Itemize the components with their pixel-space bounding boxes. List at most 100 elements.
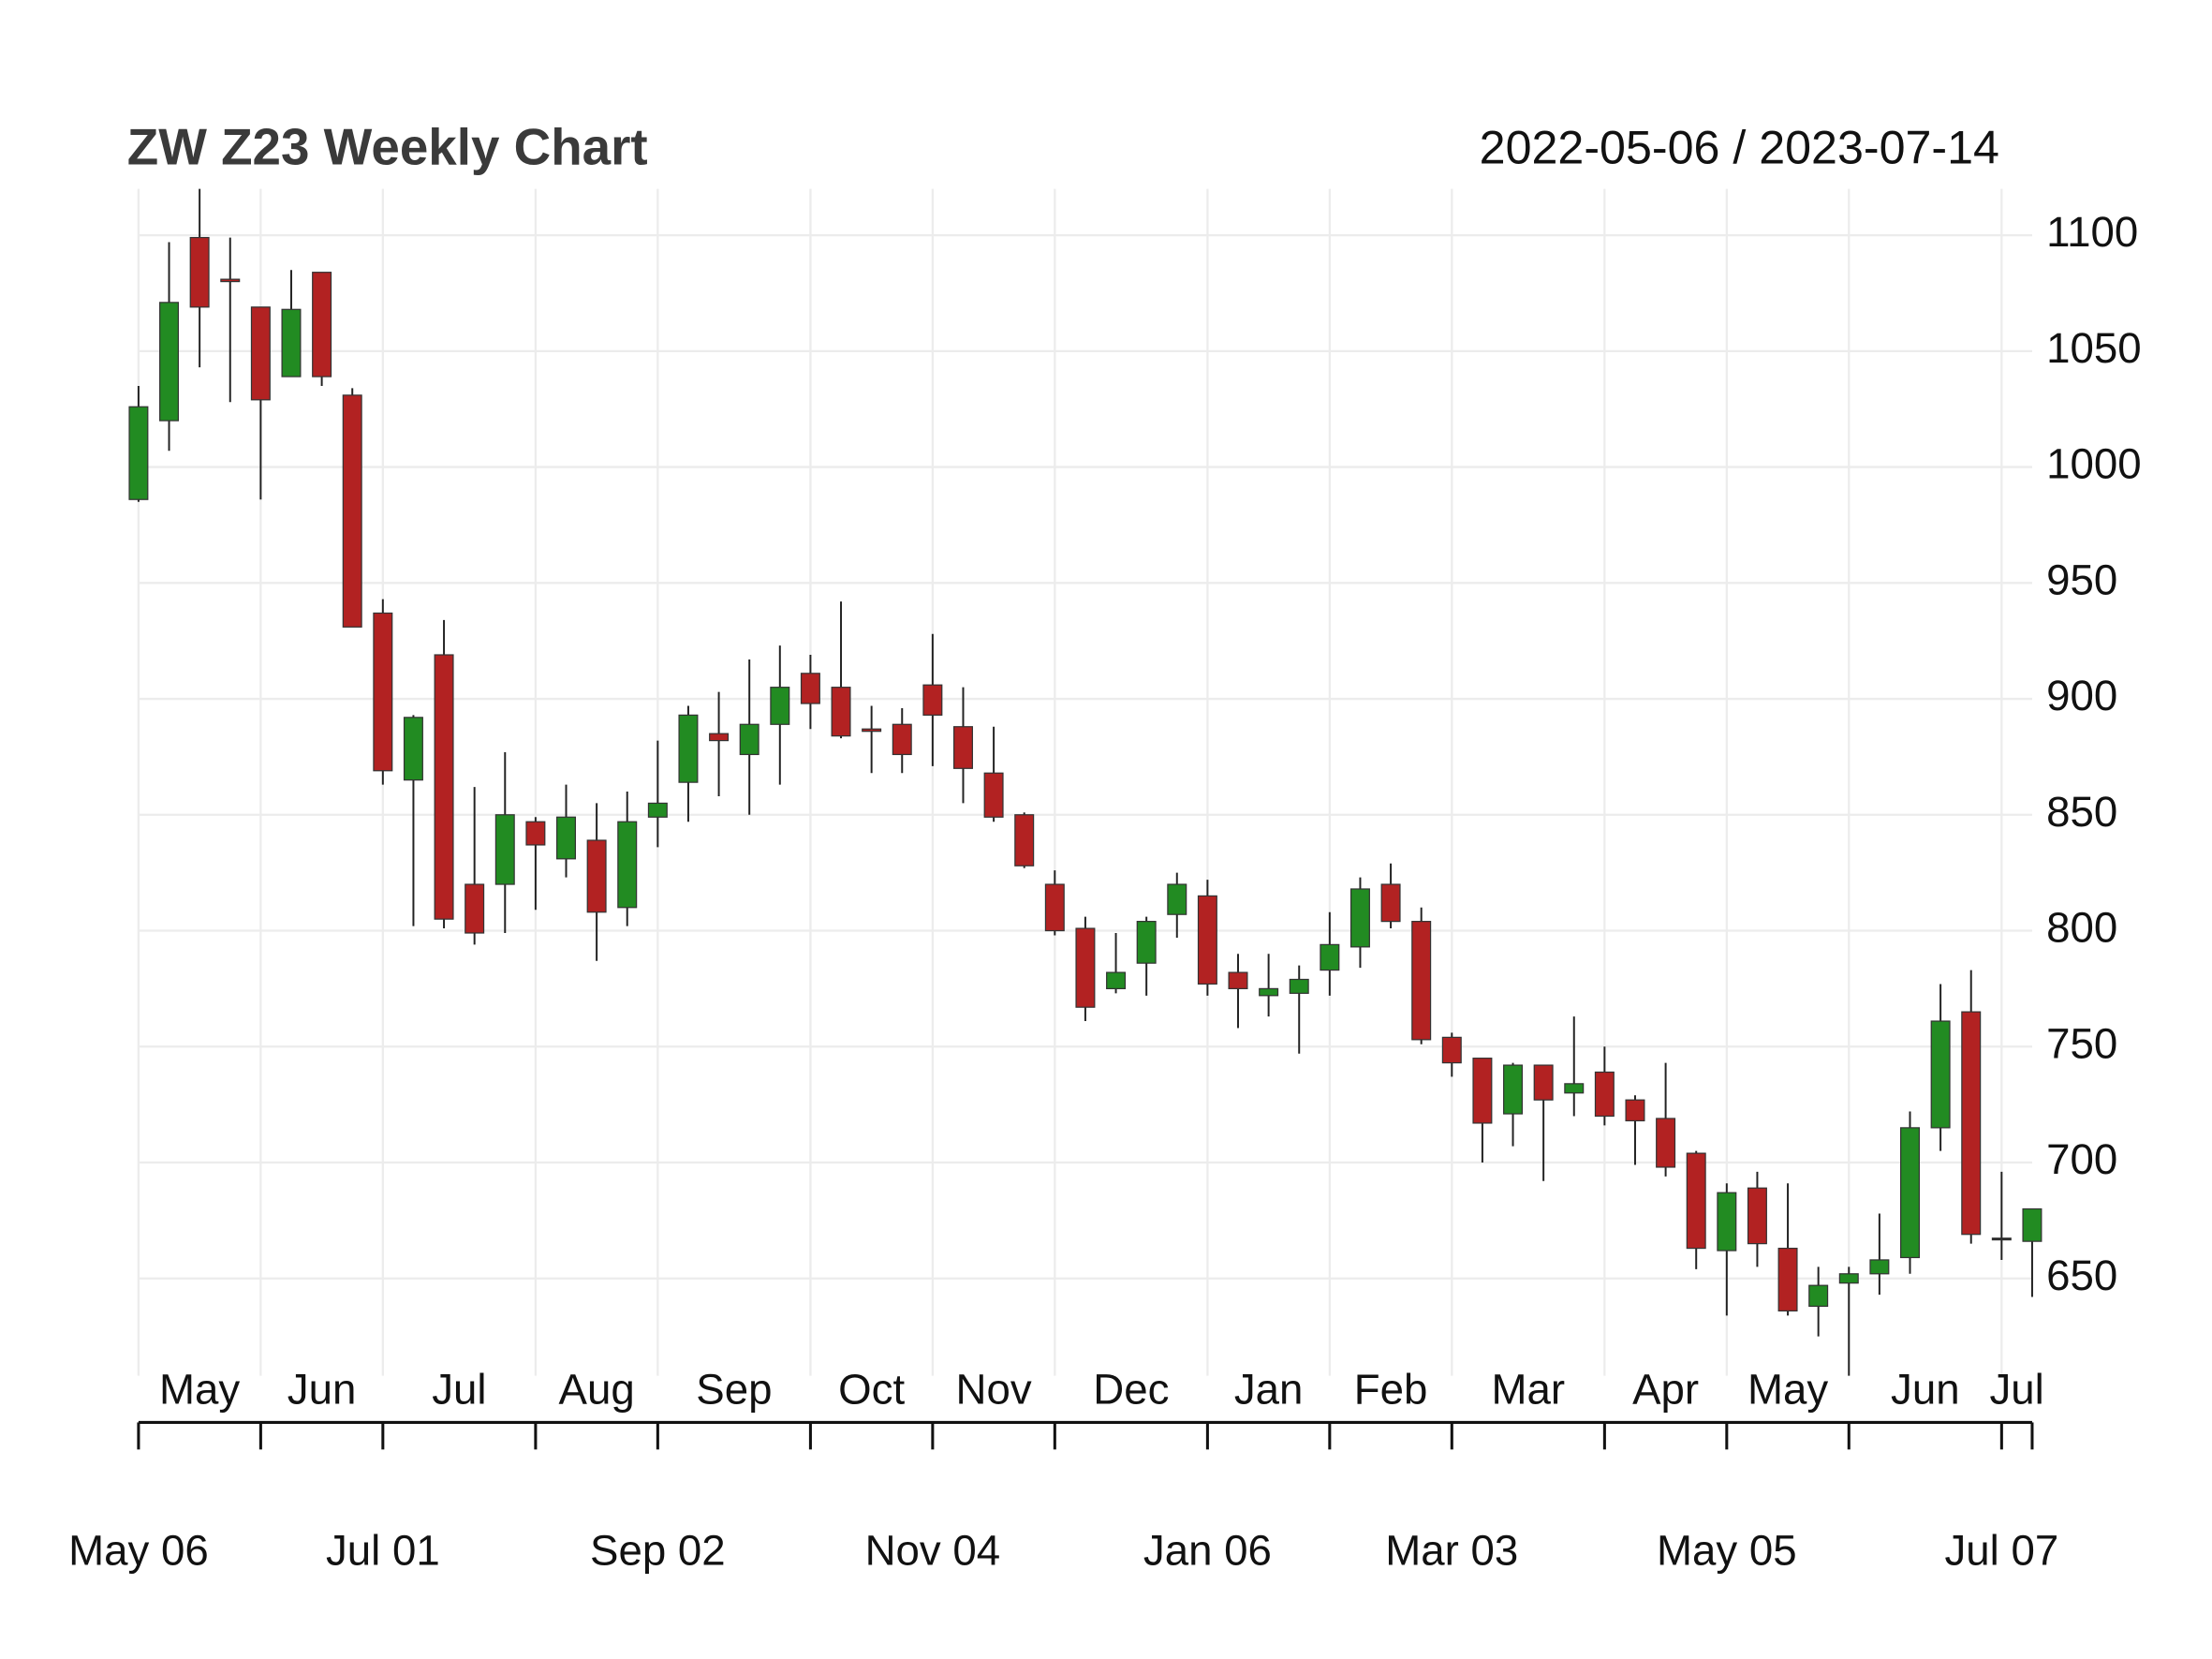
- candle-body: [342, 394, 362, 628]
- candle-body: [586, 839, 607, 913]
- candle-body: [1717, 1192, 1737, 1252]
- candle-body: [220, 278, 241, 283]
- candle-body: [1594, 1071, 1615, 1118]
- candle-body: [922, 684, 943, 716]
- candle-body: [1747, 1187, 1767, 1245]
- candle-body: [1503, 1064, 1524, 1115]
- candle-body: [709, 733, 730, 742]
- candle-body: [678, 714, 699, 783]
- candle-body: [465, 883, 485, 934]
- x-month-label: Apr: [1632, 1366, 1699, 1414]
- candle-body: [312, 272, 332, 378]
- x-tick-label: Nov 04: [865, 1526, 1001, 1574]
- y-tick-label: 1000: [2046, 440, 2142, 488]
- candle-body: [892, 723, 912, 756]
- candle-body: [739, 723, 759, 756]
- y-tick-label: 1050: [2046, 324, 2142, 372]
- candle-body: [403, 717, 423, 781]
- candle-body: [1044, 883, 1065, 932]
- candle-body: [434, 654, 454, 920]
- candle-body: [373, 612, 393, 772]
- candle-body: [800, 673, 820, 704]
- y-tick-label: 800: [2046, 904, 2117, 952]
- x-month-label: May: [1747, 1366, 1828, 1414]
- x-month-label: May: [159, 1366, 240, 1414]
- chart-title: ZW Z23 Weekly Chart: [127, 118, 648, 176]
- y-tick-label: 700: [2046, 1135, 2117, 1183]
- candle-body: [1411, 921, 1432, 1041]
- candle-body: [1808, 1284, 1829, 1308]
- x-tick-label: May 06: [68, 1526, 209, 1574]
- x-month-label: Oct: [838, 1366, 905, 1414]
- candle-body: [1075, 927, 1096, 1008]
- x-month-label: Jul: [432, 1366, 486, 1414]
- candle-body: [1930, 1020, 1951, 1129]
- candle-body: [159, 302, 180, 422]
- candle-body: [862, 728, 882, 733]
- candle-body: [1900, 1127, 1921, 1259]
- x-tick-label: Mar 03: [1385, 1526, 1518, 1574]
- x-month-label: Aug: [559, 1366, 635, 1414]
- y-tick-label: 850: [2046, 788, 2117, 836]
- candle-body: [556, 816, 577, 860]
- candle-body: [1380, 883, 1401, 923]
- y-tick-label: 650: [2046, 1252, 2117, 1299]
- x-month-label: Nov: [956, 1366, 1032, 1414]
- candle-body: [1656, 1118, 1676, 1168]
- candle-body: [1686, 1152, 1706, 1250]
- candle-body: [1777, 1247, 1798, 1311]
- candle-body: [1533, 1064, 1554, 1101]
- x-month-label: Jan: [1234, 1366, 1304, 1414]
- candle-body: [250, 306, 271, 401]
- x-month-label: Jul: [1989, 1366, 2043, 1414]
- candle-body: [1320, 943, 1340, 971]
- candle-body: [1441, 1036, 1462, 1064]
- candle-body: [1259, 987, 1279, 997]
- x-tick-label: Jul 01: [326, 1526, 440, 1574]
- candle-body: [647, 802, 668, 818]
- candle-body: [189, 236, 210, 308]
- x-tick-label: Jul 07: [1944, 1526, 2058, 1574]
- candle-body: [1106, 971, 1127, 990]
- candle-body: [1564, 1083, 1585, 1094]
- candle-body: [281, 308, 302, 378]
- y-tick-label: 1100: [2046, 208, 2138, 256]
- candle-body: [1167, 883, 1187, 915]
- candle-body: [1961, 1011, 1982, 1236]
- candle-body: [617, 821, 638, 909]
- candle-body: [1472, 1058, 1493, 1124]
- chart-subtitle: 2022-05-06 / 2023-07-14: [1480, 122, 1999, 174]
- candle-body: [983, 772, 1004, 818]
- x-month-label: Feb: [1354, 1366, 1428, 1414]
- candle-body: [831, 687, 851, 737]
- candle-body: [1136, 921, 1157, 964]
- candle-body: [525, 821, 546, 846]
- x-month-label: Jun: [1891, 1366, 1960, 1414]
- x-month-label: Mar: [1492, 1366, 1566, 1414]
- x-month-label: Jun: [288, 1366, 357, 1414]
- candle-body: [1289, 978, 1309, 994]
- candle-body: [1014, 814, 1035, 867]
- candle-body: [1838, 1273, 1859, 1284]
- candle-body: [494, 814, 515, 885]
- x-month-label: Sep: [696, 1366, 772, 1414]
- candle-body: [1991, 1237, 2012, 1241]
- candle-body: [1228, 971, 1248, 990]
- candle-body: [2022, 1207, 2042, 1242]
- y-tick-label: 750: [2046, 1019, 2117, 1067]
- candle-body: [952, 726, 973, 769]
- x-tick-label: Jan 06: [1143, 1526, 1272, 1574]
- candle-body: [1349, 888, 1370, 948]
- x-tick-label: Sep 02: [590, 1526, 726, 1574]
- candle-body: [1197, 895, 1217, 985]
- y-tick-label: 900: [2046, 672, 2117, 719]
- candle-body: [128, 406, 149, 500]
- x-month-label: Dec: [1093, 1366, 1169, 1414]
- x-tick-label: May 05: [1657, 1526, 1797, 1574]
- y-tick-label: 950: [2046, 555, 2117, 603]
- candle-body: [1625, 1099, 1645, 1122]
- candle-body: [1869, 1259, 1890, 1275]
- candle-body: [770, 687, 790, 725]
